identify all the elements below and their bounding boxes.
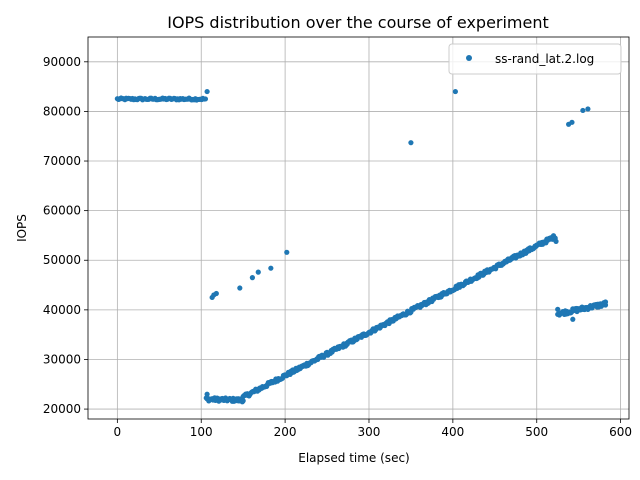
y-axis-label: IOPS — [15, 214, 29, 242]
data-point — [204, 391, 210, 397]
data-point — [555, 306, 561, 312]
data-point — [237, 285, 243, 291]
y-tick-label: 90000 — [43, 55, 81, 69]
y-tick-label: 80000 — [43, 104, 81, 118]
x-axis-ticks: 0 100 200 300 400 500 600 — [114, 419, 632, 439]
plot-frame — [87, 36, 630, 420]
data-points — [114, 88, 609, 405]
legend-label: ss-rand_lat.2.log — [495, 52, 594, 66]
y-tick-label: 30000 — [43, 352, 81, 366]
data-point — [553, 238, 559, 244]
x-tick-label: 0 — [114, 425, 122, 439]
data-point — [408, 140, 414, 146]
legend-box — [448, 43, 622, 75]
data-point — [204, 88, 210, 95]
data-point — [240, 398, 246, 404]
data-point — [249, 275, 255, 281]
grid — [88, 37, 629, 419]
data-point — [268, 265, 274, 271]
legend-marker — [466, 55, 472, 61]
x-tick-label: 600 — [609, 425, 632, 439]
x-tick-label: 100 — [190, 425, 213, 439]
x-tick-label: 400 — [441, 425, 464, 439]
data-point — [284, 249, 290, 255]
legend: ss-rand_lat.2.log — [448, 43, 622, 75]
data-point — [570, 316, 576, 322]
data-point — [202, 96, 209, 102]
x-tick-label: 300 — [358, 425, 381, 439]
data-point — [452, 88, 458, 95]
y-tick-label: 20000 — [43, 402, 81, 416]
y-tick-label: 50000 — [43, 253, 81, 267]
x-tick-label: 200 — [274, 425, 297, 439]
data-point — [585, 106, 591, 112]
y-tick-label: 60000 — [43, 204, 81, 218]
y-tick-label: 70000 — [43, 154, 81, 168]
y-axis-ticks: 20000 30000 40000 50000 60000 70000 80000 90000 — [43, 55, 88, 416]
chart-title: IOPS distribution over the course of exp… — [167, 13, 549, 32]
data-point — [602, 299, 609, 305]
data-point — [569, 119, 575, 125]
data-point — [255, 269, 261, 275]
x-tick-label: 500 — [525, 425, 548, 439]
data-point — [580, 107, 586, 114]
x-axis-label: Elapsed time (sec) — [298, 451, 409, 465]
y-tick-label: 40000 — [43, 303, 81, 317]
data-point — [213, 290, 219, 297]
